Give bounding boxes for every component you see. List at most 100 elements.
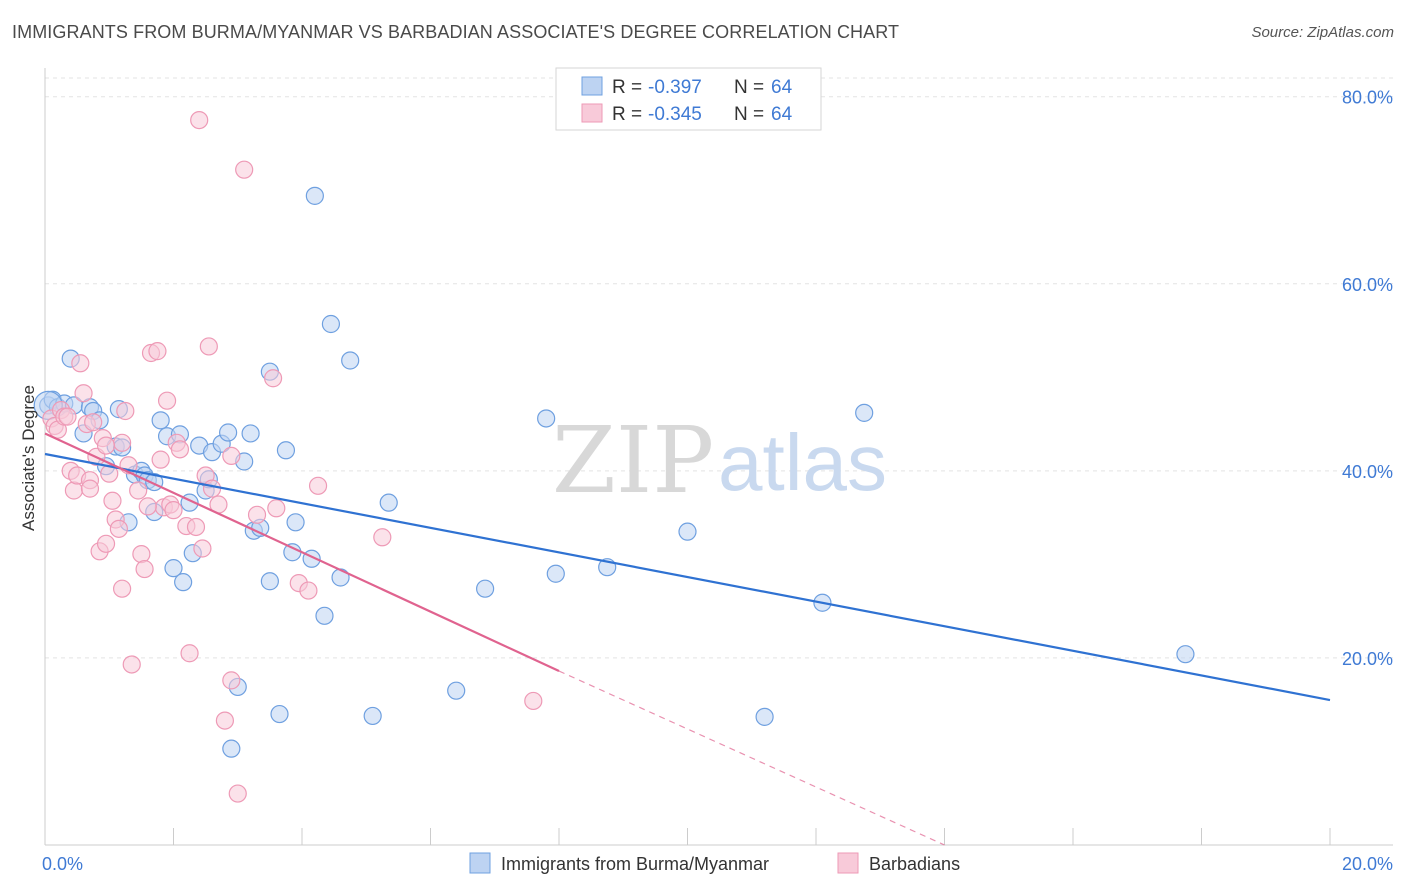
- burma-point: [219, 423, 238, 442]
- burma-point: [164, 559, 183, 578]
- barbadian-point: [74, 384, 93, 403]
- chart-source: Source: ZipAtlas.com: [1251, 24, 1394, 41]
- burma-point: [331, 568, 350, 587]
- y-tick-label-60: 60.0%: [1342, 275, 1393, 295]
- bottom-legend-label-barbadian: Barbadians: [869, 854, 960, 874]
- barbadian-point: [157, 391, 177, 410]
- y-tick-labels: 20.0% 40.0% 60.0% 80.0%: [1342, 88, 1393, 669]
- barbadian-point: [112, 579, 132, 598]
- barbadian-point: [308, 476, 328, 495]
- chart-title: IMMIGRANTS FROM BURMA/MYANMAR VS BARBADI…: [12, 22, 900, 42]
- legend-n-value-2: 64: [771, 104, 793, 125]
- barbadian-point: [84, 413, 103, 432]
- watermark-zip: ZIP: [552, 407, 714, 514]
- axes: [44, 68, 1393, 846]
- bottom-legend-swatch-barbadian: [837, 852, 859, 874]
- burma-point: [379, 493, 398, 512]
- burma-point: [283, 543, 302, 562]
- barbadian-point: [228, 784, 247, 803]
- legend-swatch-burma: [581, 76, 603, 96]
- barbadian-point: [235, 160, 254, 179]
- burma-point: [276, 441, 296, 460]
- barbadian-point: [373, 528, 392, 547]
- barbadian-point: [129, 481, 148, 500]
- burma-point: [447, 681, 466, 700]
- burma-point: [341, 351, 360, 370]
- barbadian-point: [103, 491, 122, 510]
- barbadian-point: [299, 581, 318, 600]
- barbadian-point: [193, 539, 212, 558]
- barbadian-trend-extension: [558, 670, 945, 846]
- barbadian-point: [263, 369, 283, 388]
- barbadian-point: [222, 446, 241, 465]
- barbadian-point: [71, 354, 90, 373]
- bottom-legend-swatch-burma: [469, 852, 491, 874]
- barbadian-point: [96, 534, 116, 553]
- barbadian-point: [180, 644, 199, 663]
- barbadian-point: [151, 450, 170, 469]
- legend-n-label-2: N =: [734, 104, 764, 125]
- burma-point: [151, 411, 170, 430]
- burma-trend-line: [44, 452, 1331, 702]
- legend-swatch-barbadian: [581, 103, 603, 123]
- burma-point: [537, 409, 556, 428]
- barbadian-point: [190, 110, 209, 130]
- burma-point: [222, 739, 241, 758]
- burma-point: [241, 424, 260, 443]
- trend-lines: [44, 432, 1331, 846]
- x-tick-label-min: 0.0%: [42, 854, 83, 874]
- barbadian-point: [247, 505, 267, 524]
- barbadian-point: [96, 436, 116, 455]
- burma-point: [174, 573, 193, 592]
- barbadian-point: [199, 337, 218, 356]
- burma-point: [1176, 645, 1195, 664]
- legend-r-value-2: -0.345: [648, 104, 702, 125]
- barbadian-point: [132, 545, 151, 564]
- barbadian-point: [64, 481, 84, 500]
- barbadian-point: [122, 655, 141, 674]
- burma-point: [286, 513, 305, 532]
- bottom-legend: Immigrants from Burma/Myanmar Barbadians: [469, 852, 960, 874]
- burma-point: [678, 522, 697, 541]
- burma-point: [315, 606, 334, 625]
- barbadian-point: [170, 440, 190, 459]
- y-axis-title: Associate's Degree: [19, 385, 38, 531]
- barbadian-point: [202, 479, 222, 498]
- barbadian-point: [215, 711, 234, 730]
- burma-point: [855, 403, 874, 422]
- watermark: ZIP atlas: [552, 407, 887, 514]
- barbadian-trend-line: [44, 432, 560, 673]
- burma-point: [546, 564, 565, 583]
- barbadian-point: [116, 401, 135, 421]
- bottom-legend-label-burma: Immigrants from Burma/Myanmar: [501, 854, 769, 874]
- y-tick-label-20: 20.0%: [1342, 649, 1393, 669]
- barbadian-point: [164, 501, 183, 520]
- barbadian-point: [80, 479, 100, 498]
- barbadian-point: [135, 559, 154, 579]
- burma-point: [305, 186, 324, 205]
- legend-n-label-1: N =: [734, 77, 764, 98]
- barbadian-point: [138, 497, 157, 516]
- x-tick-label-max: 20.0%: [1342, 854, 1393, 874]
- y-tick-label-80: 80.0%: [1342, 88, 1393, 108]
- barbadian-point: [100, 464, 119, 483]
- barbadian-point: [222, 671, 241, 690]
- barbadian-point: [186, 517, 206, 537]
- burma-point: [755, 707, 774, 726]
- barbadian-point: [524, 691, 543, 711]
- legend-r-label-1: R =: [612, 77, 642, 98]
- burma-point: [476, 579, 495, 598]
- burma-point: [270, 704, 289, 724]
- burma-point: [321, 314, 341, 334]
- legend-r-label-2: R =: [612, 104, 642, 125]
- legend-r-value-1: -0.397: [648, 77, 702, 98]
- x-tick-labels: 0.0% 20.0%: [42, 854, 1393, 874]
- burma-point: [260, 572, 279, 591]
- barbadian-point: [112, 433, 132, 452]
- watermark-atlas: atlas: [718, 418, 887, 507]
- barbadian-point: [267, 499, 286, 518]
- burma-point: [363, 706, 382, 726]
- barbadian-point: [148, 342, 167, 361]
- series-barbadian-points: [42, 110, 543, 803]
- legend-box: R = -0.397 N = 64 R = -0.345 N = 64: [555, 67, 822, 131]
